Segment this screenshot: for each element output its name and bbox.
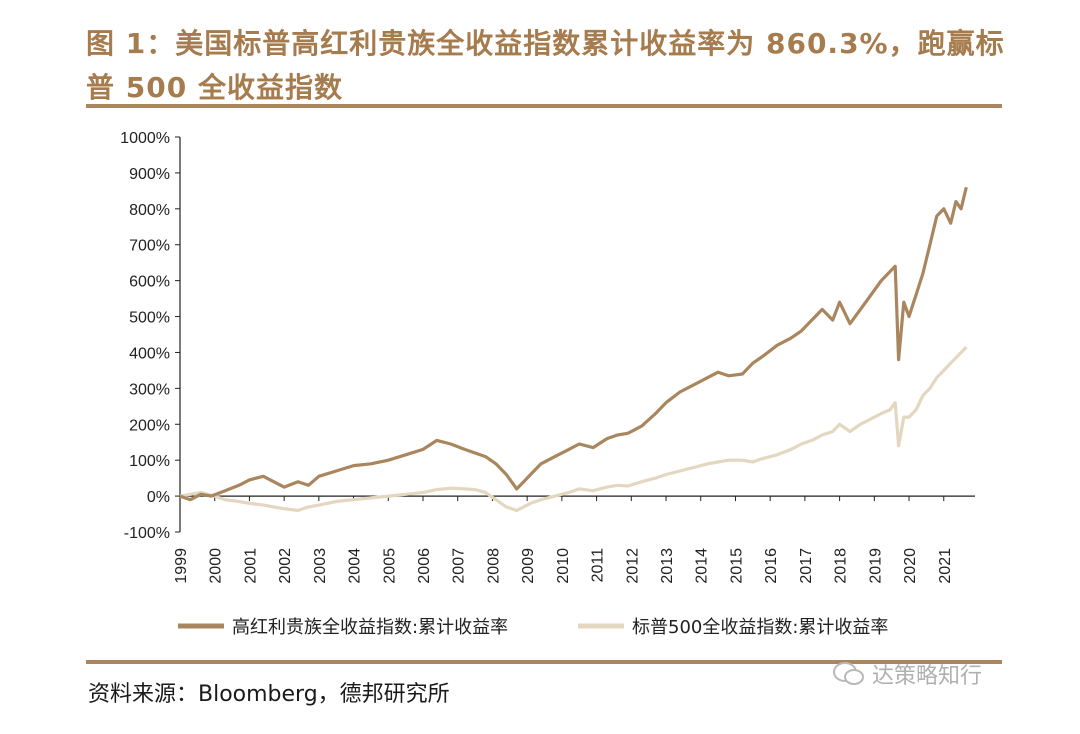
- x-tick-label: 2016: [763, 548, 780, 584]
- x-tick-label: 2007: [451, 548, 468, 584]
- legend-label-1: 高红利贵族全收益指数:累计收益率: [232, 617, 508, 638]
- chart-legend: 高红利贵族全收益指数:累计收益率 标普500全收益指数:累计收益率: [178, 617, 888, 638]
- x-tick-label: 2021: [937, 548, 954, 584]
- x-tick-label: 2008: [485, 548, 502, 584]
- wechat-icon: [833, 662, 864, 685]
- x-tick-label: 2020: [902, 548, 919, 584]
- top-rule: [86, 104, 1002, 108]
- x-tick-label: 2011: [590, 548, 607, 583]
- x-tick-label: 2012: [624, 548, 641, 584]
- x-tick-label: 1999: [173, 548, 190, 584]
- y-tick-label: 1000%: [120, 130, 170, 147]
- x-tick-label: 2005: [381, 548, 398, 584]
- y-tick-label: 900%: [129, 166, 170, 183]
- y-tick-label: 100%: [129, 453, 170, 470]
- y-tick-label: 800%: [129, 202, 170, 219]
- x-tick-label: 2015: [728, 548, 745, 584]
- y-tick-label: 700%: [129, 238, 170, 255]
- x-tick-label: 2003: [312, 548, 329, 584]
- y-tick-label: 500%: [129, 310, 170, 327]
- x-tick-label: 2013: [659, 548, 676, 584]
- y-tick-label: -100%: [124, 525, 170, 542]
- chart-axes: -100% 0% 100% 200% 300% 400% 500% 600% 700% 800% 9…: [120, 130, 975, 584]
- x-tick-label: 2002: [277, 548, 294, 584]
- x-tick-label: 2001: [242, 548, 259, 584]
- x-tick-label: 2000: [208, 548, 225, 584]
- x-tick-label: 2018: [833, 548, 850, 584]
- x-tick-label: 2009: [520, 548, 537, 584]
- series-line-2: [179, 345, 968, 513]
- x-tick-label: 2004: [347, 548, 364, 584]
- x-tick-label: 2019: [867, 548, 884, 584]
- y-tick-label: 0%: [147, 489, 170, 506]
- legend-label-2: 标普500全收益指数:累计收益率: [632, 617, 888, 638]
- watermark: 达策略知行: [872, 664, 983, 689]
- y-tick-label: 300%: [129, 381, 170, 398]
- chart-series: [179, 186, 968, 513]
- x-tick-label: 2017: [798, 548, 815, 584]
- x-tick-label: 2010: [555, 548, 572, 584]
- y-tick-label: 600%: [129, 274, 170, 291]
- x-tick-label: 2014: [694, 548, 711, 584]
- y-tick-label: 200%: [129, 417, 170, 434]
- x-tick-label: 2006: [416, 548, 433, 584]
- series-line-1: [179, 186, 968, 502]
- bottom-rule: [86, 660, 1002, 664]
- source-note: 资料来源：Bloomberg，德邦研究所: [88, 682, 450, 707]
- figure-title: 图 1：美国标普高红利贵族全收益指数累计收益率为 860.3%，跑赢标普 500…: [86, 27, 1005, 104]
- y-tick-label: 400%: [129, 345, 170, 362]
